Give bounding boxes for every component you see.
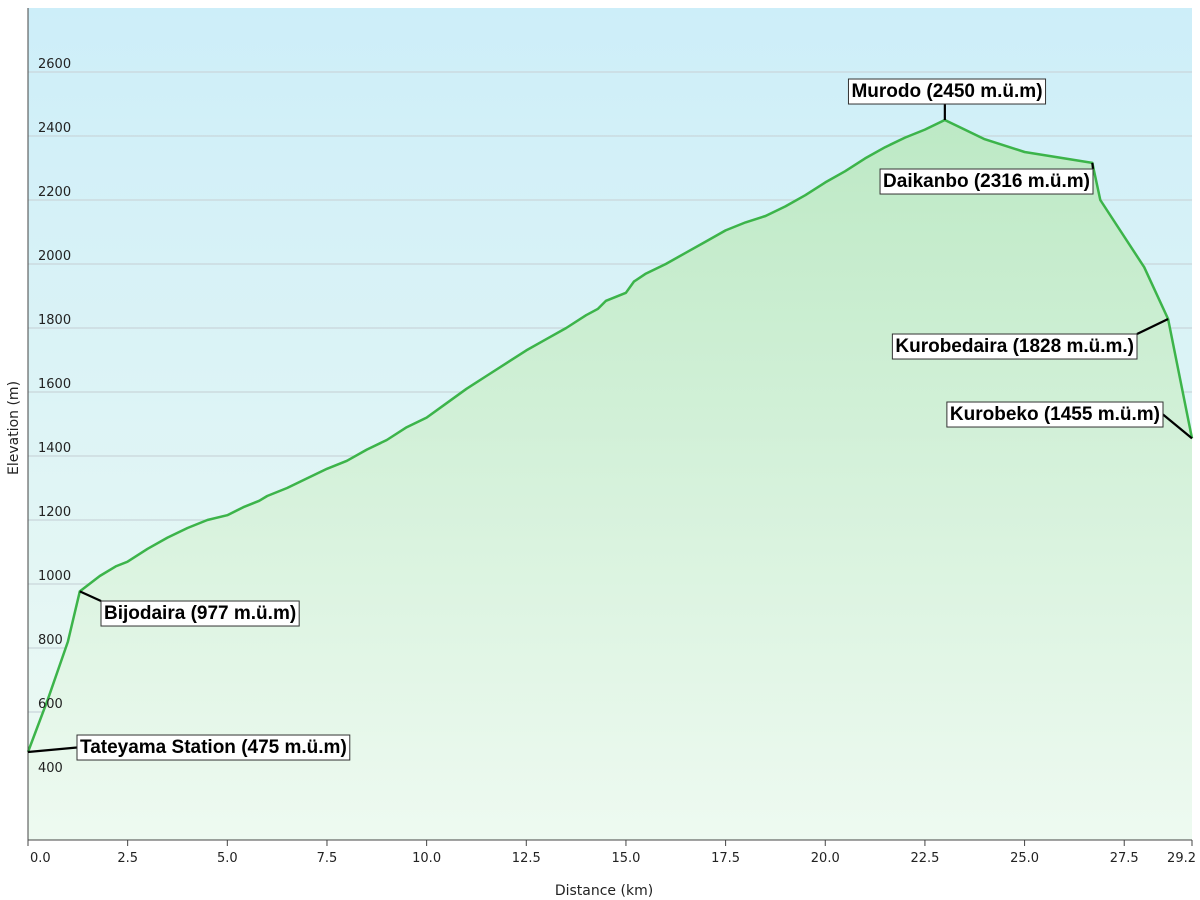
elevation-area (28, 120, 1192, 840)
y-tick-label: 600 (38, 697, 63, 712)
x-tick-label: 25.0 (1010, 851, 1039, 866)
y-tick-labels: 400 600 800 1000 1200 1400 1600 1800 2000 2200 240… (38, 57, 71, 776)
annotation-label: Daikanbo (2316 m.ü.m) (883, 171, 1090, 192)
elevation-line (26, 118, 1194, 753)
x-tick-label: 0.0 (30, 851, 51, 866)
y-tick-label: 800 (38, 633, 63, 648)
y-tick-label: 2000 (38, 249, 71, 264)
y-tick-label: 1400 (38, 441, 71, 456)
x-tick-label: 27.5 (1110, 851, 1139, 866)
annotation-box (100, 600, 300, 627)
y-tick-label: 2400 (38, 121, 71, 136)
x-tick-label: 7.5 (317, 851, 338, 866)
annotation-bijodaira: Bijodaira (977 m.ü.m) (79, 590, 300, 627)
annotation-kurobedaira: Kurobedaira (1828 m.ü.m.) (891, 318, 1169, 360)
x-tick-label: 12.5 (512, 851, 541, 866)
y-tick-label: 2600 (38, 57, 71, 72)
x-tick-label: 15.0 (611, 851, 640, 866)
x-tick-label: 20.0 (811, 851, 840, 866)
x-tick-label: 22.5 (910, 851, 939, 866)
annotation-label: Tateyama Station (475 m.ü.m) (80, 737, 347, 758)
annotation-daikanbo: Daikanbo (2316 m.ü.m) (879, 162, 1095, 195)
annotation-tateyama: Tateyama Station (475 m.ü.m) (27, 734, 351, 761)
x-tick-labels: 0.0 2.5 5.0 7.5 10.0 12.5 15.0 17.5 20.0 22.5 25.0… (27, 840, 1196, 866)
x-tick-label: 2.5 (117, 851, 138, 866)
annotation-box (946, 401, 1164, 428)
x-tick-label: 10.0 (412, 851, 441, 866)
annotation-box (76, 734, 351, 761)
x-tick-label: 17.5 (711, 851, 740, 866)
x-tick-label: 29.2 (1167, 851, 1196, 866)
annotation-label: Kurobedaira (1828 m.ü.m.) (895, 336, 1134, 357)
annotation-leader (1136, 318, 1169, 336)
annotation-leader (27, 746, 78, 754)
annotation-leader (1091, 162, 1095, 170)
annotations: Tateyama Station (475 m.ü.m) Bijodaira (9… (27, 78, 1193, 761)
y-axis-label: Elevation (m) (6, 381, 22, 475)
annotation-leader (79, 590, 102, 603)
annotation-box (891, 333, 1138, 360)
annotation-label: Bijodaira (977 m.ü.m) (104, 603, 296, 624)
x-tick-label: 5.0 (217, 851, 238, 866)
y-tick-label: 1800 (38, 313, 71, 328)
annotation-box (879, 168, 1094, 195)
y-tick-label: 1200 (38, 505, 71, 520)
y-tick-label: 2200 (38, 185, 71, 200)
annotation-kurobeko: Kurobeko (1455 m.ü.m) (946, 401, 1193, 440)
annotation-label: Kurobeko (1455 m.ü.m) (950, 404, 1160, 425)
annotation-label: Murodo (2450 m.ü.m) (851, 81, 1042, 102)
x-axis-label: Distance (km) (555, 883, 653, 899)
y-tick-label: 1000 (38, 569, 71, 584)
annotation-leader (1162, 413, 1193, 440)
annotation-box (847, 78, 1047, 105)
y-tick-label: 400 (38, 761, 63, 776)
y-tick-label: 1600 (38, 377, 71, 392)
annotation-murodo: Murodo (2450 m.ü.m) (847, 78, 1047, 120)
